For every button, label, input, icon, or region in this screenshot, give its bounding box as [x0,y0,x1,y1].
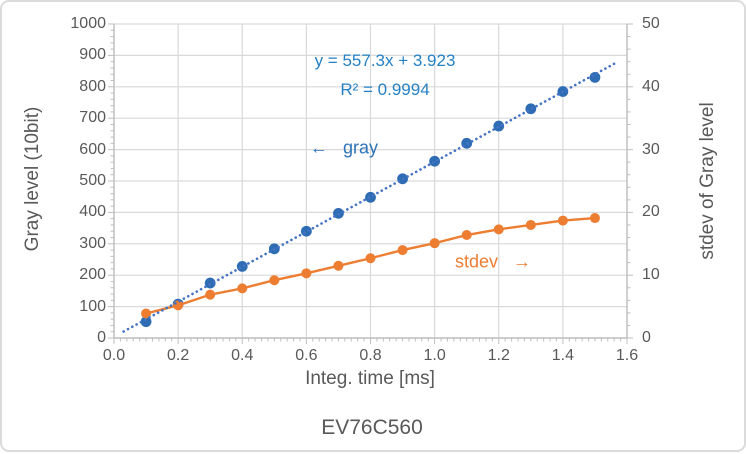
gray-data-point [140,316,152,328]
trendline-annotation: y = 557.3x + 3.923 R² = 0.9994 [315,46,456,104]
stdev-data-point [429,238,440,249]
stdev-data-point [141,308,152,319]
stdev-series-label: stdev → [454,251,532,272]
chart-title: EV76C560 [321,416,423,439]
gray-data-point [525,103,537,115]
gray-series-label: ← gray [309,137,379,158]
stdev-data-point [205,289,216,300]
r-squared-value: R² = 0.9994 [340,80,430,99]
gray-data-point [300,225,312,237]
stdev-data-point [525,219,536,230]
gray-data-point [429,155,441,167]
stdev-data-point [173,300,184,311]
stdev-data-point [269,275,280,286]
stdev-data-point [589,213,600,224]
stdev-data-point [397,245,408,256]
gray-data-point [589,71,601,83]
stdev-data-point [365,253,376,264]
gray-data-point [236,261,248,272]
stdev-data-point [301,268,312,279]
x-axis-title: Integ. time [ms] [305,368,435,389]
y-left-axis-title: Gray level (10bit) [22,106,43,252]
stdev-data-point [461,230,472,241]
y-right-axis-title: stdev of Gray level [697,102,718,260]
gray-data-point [204,277,216,289]
stdev-data-point [493,224,504,235]
gray-data-point [365,191,376,203]
stdev-data-point [333,260,344,271]
stdev-data-point [237,283,248,294]
stdev-data-point [557,215,568,226]
gray-data-point [493,120,505,132]
trendline-equation: y = 557.3x + 3.923 [314,51,456,70]
gray-trendline [122,62,616,333]
